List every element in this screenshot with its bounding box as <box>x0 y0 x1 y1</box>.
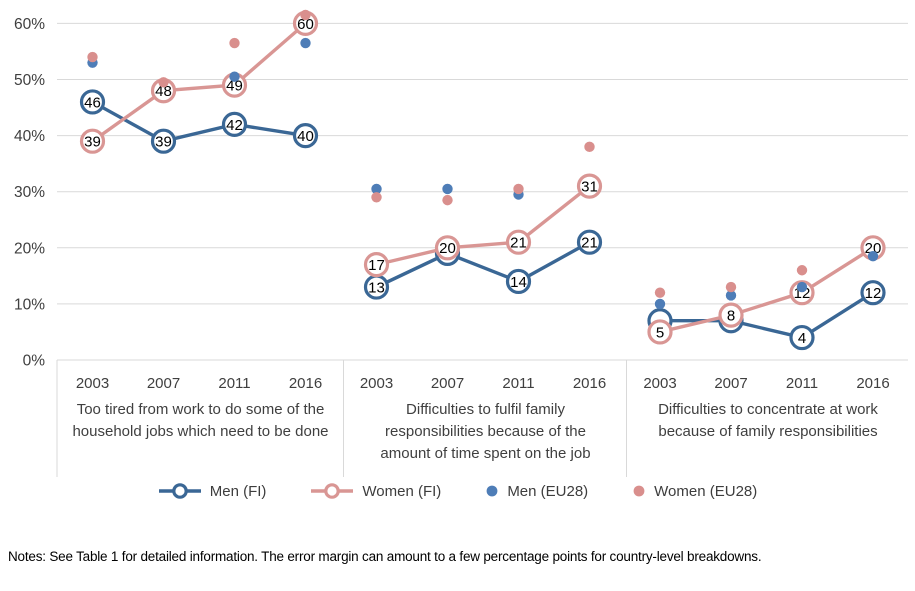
data-label: 20 <box>865 240 882 257</box>
data-label: 49 <box>226 78 243 95</box>
y-axis-tick-label: 30% <box>14 184 45 201</box>
series-men_fi-marker <box>860 280 886 306</box>
series-women_fi-marker <box>363 252 390 278</box>
y-axis-tick-label: 40% <box>14 128 45 145</box>
data-label: 60 <box>297 16 314 33</box>
data-label: 21 <box>581 235 598 252</box>
legend-item-women-eu28: Women (EU28) <box>632 483 757 500</box>
series-men_fi-marker <box>150 128 177 154</box>
x-axis-year-label: 2003 <box>360 375 393 392</box>
series-women_eu28-dot <box>654 287 666 298</box>
legend-label: Women (FI) <box>362 482 442 500</box>
x-axis-year-label: 2003 <box>643 375 676 392</box>
x-axis-year-label: 2016 <box>856 375 889 392</box>
notes-text: Notes: See Table 1 for detailed informat… <box>8 549 762 564</box>
legend-item-women-fi: Women (FI) <box>310 482 441 500</box>
x-axis-year-label: 2011 <box>218 375 250 392</box>
data-label: 8 <box>727 308 735 325</box>
legend-item-men-eu28: Men (EU28) <box>485 483 588 500</box>
category-caption-fulfil-family: Difficulties to fulfil family responsibi… <box>380 401 591 462</box>
data-label: 46 <box>84 94 101 111</box>
series-women_eu28-dot <box>442 194 453 206</box>
x-axis-year-label: 2007 <box>431 375 464 392</box>
series-women_fi-marker <box>576 173 603 199</box>
x-axis-year-label: 2016 <box>289 375 322 392</box>
dot-swatch-icon <box>633 485 645 497</box>
series-women_fi-marker <box>505 229 532 255</box>
series-women_fi-marker <box>789 280 815 306</box>
series-women_eu28-dot <box>300 9 311 21</box>
y-axis-tick-label: 60% <box>14 16 45 33</box>
data-label: 17 <box>368 257 385 274</box>
series-men_fi-marker <box>576 229 603 255</box>
category-caption-too-tired: Too tired from work to do some of the ho… <box>72 401 329 440</box>
series-men_eu28-dot <box>229 71 240 82</box>
data-label: 39 <box>84 134 101 151</box>
chart-legend: Men (FI) Women (FI) Men (EU28) Women (EU… <box>0 482 915 500</box>
series-women_fi-marker <box>718 302 744 328</box>
series-men_fi-line <box>660 291 874 340</box>
line-open-circle-swatch-icon <box>158 483 201 499</box>
x-axis-year-label: 2007 <box>147 375 180 392</box>
series-women_eu28-dot <box>371 192 382 203</box>
data-label: 13 <box>368 279 385 296</box>
y-axis-tick-label: 20% <box>14 240 45 257</box>
legend-label: Men (EU28) <box>507 482 589 500</box>
data-label: 12 <box>865 285 882 302</box>
series-women_eu28-dot <box>796 265 808 276</box>
data-label: 40 <box>297 128 314 145</box>
series-women_fi-line <box>91 22 307 143</box>
series-men_fi-line <box>91 100 306 144</box>
chart-plot-area: 0% 10% 20% 30% 40% 50% 60% 2003 2007 2011 2016 2003… <box>14 9 908 477</box>
data-label: 48 <box>155 83 172 100</box>
series-women_fi-line <box>659 246 874 334</box>
data-label: 31 <box>581 178 598 195</box>
series-women_fi-marker <box>79 128 106 154</box>
series-women_fi-line <box>376 184 591 267</box>
series-men_eu28-dot <box>654 298 666 310</box>
series-women_eu28-dot <box>725 281 737 293</box>
series-men_eu28-dot <box>725 290 737 301</box>
y-axis-tick-label: 50% <box>14 72 45 89</box>
series-men_fi-marker <box>292 123 319 149</box>
x-axis-year-label: 2007 <box>714 375 747 392</box>
legend-item-men-fi: Men (FI) <box>158 482 267 500</box>
series-women_eu28-dot <box>87 51 98 63</box>
series-men_fi-marker <box>79 89 106 115</box>
series-men_fi-marker <box>505 268 532 295</box>
series-women_fi-marker <box>647 319 673 345</box>
series-men_eu28-dot <box>867 251 879 262</box>
data-label: 20 <box>439 240 456 257</box>
data-label: 14 <box>510 274 527 291</box>
series-men_eu28-dot <box>371 183 382 195</box>
series-women_eu28-dot <box>229 37 240 49</box>
x-axis-year-label: 2011 <box>786 375 818 392</box>
series-men_fi-line <box>375 240 591 289</box>
series-women_fi-marker <box>434 235 461 261</box>
x-axis-year-label: 2011 <box>502 375 534 392</box>
x-axis-year-label: 2003 <box>76 375 109 392</box>
category-caption-concentrate: Difficulties to concentrate at work beca… <box>658 401 878 440</box>
data-label: 5 <box>656 324 664 341</box>
data-label: 39 <box>155 134 172 151</box>
series-men_fi-marker <box>221 111 248 137</box>
legend-label: Women (EU28) <box>654 482 758 500</box>
y-axis-tick-label: 10% <box>14 296 45 313</box>
series-women_eu28-dot <box>158 77 169 88</box>
data-label: 4 <box>798 330 806 347</box>
data-label: 21 <box>510 235 527 252</box>
series-women_eu28-dot <box>513 183 524 195</box>
line-open-circle-swatch-icon <box>311 483 354 499</box>
series-men_fi-marker <box>789 324 815 351</box>
legend-label: Men (FI) <box>209 482 267 500</box>
series-men_eu28-dot <box>796 281 808 293</box>
series-men_eu28-dot <box>300 37 311 49</box>
data-label: 42 <box>226 117 243 134</box>
series-men_eu28-dot <box>442 183 453 195</box>
x-axis-year-label: 2016 <box>573 375 606 392</box>
dot-swatch-icon <box>486 485 498 497</box>
y-axis-tick-label: 0% <box>23 353 46 370</box>
series-women_eu28-dot <box>584 141 595 153</box>
